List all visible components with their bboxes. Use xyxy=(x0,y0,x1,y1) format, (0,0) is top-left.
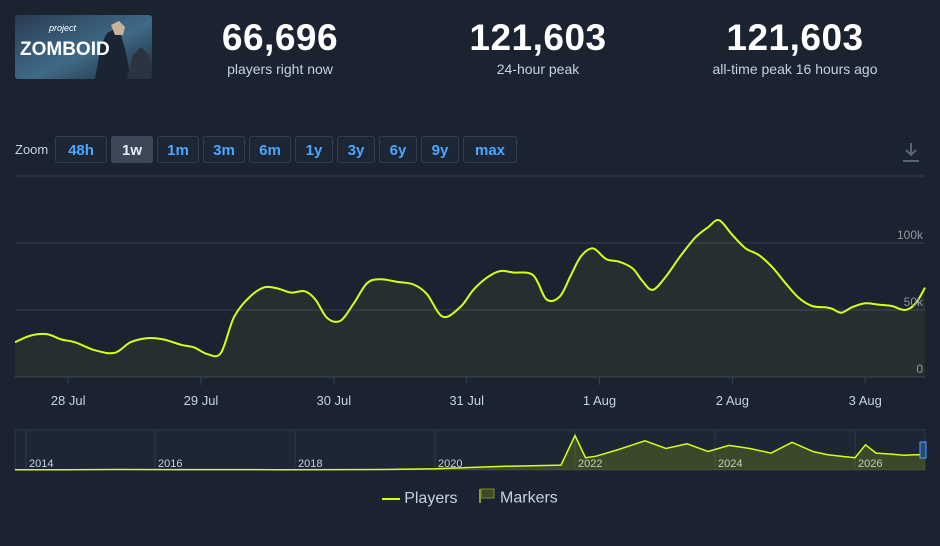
players-area xyxy=(15,219,925,377)
zoom-3m-button[interactable]: 3m xyxy=(203,136,245,163)
y-tick-label: 100k xyxy=(897,228,924,242)
zoom-label: Zoom xyxy=(15,142,49,157)
legend-item-markers[interactable]: Markers xyxy=(478,488,558,509)
x-tick-label: 29 Jul xyxy=(184,393,219,408)
navigator-handle[interactable] xyxy=(919,441,927,459)
navigator-year-label: 2022 xyxy=(578,458,602,470)
navigator-year-label: 2024 xyxy=(718,458,742,470)
legend-item-players[interactable]: Players xyxy=(382,489,458,508)
legend: Players Markers xyxy=(0,488,940,509)
x-tick-label: 3 Aug xyxy=(849,393,882,408)
zoom-6m-button[interactable]: 6m xyxy=(249,136,291,163)
stat-value: 121,603 xyxy=(469,17,607,58)
logo-text-small: project xyxy=(48,23,77,33)
zoom-1m-button[interactable]: 1m xyxy=(157,136,199,163)
players-swatch xyxy=(382,497,401,500)
x-tick-label: 31 Jul xyxy=(449,393,484,408)
stat-players-now: 66,696 players right now xyxy=(170,17,390,79)
player-count-chart[interactable]: 0 50k 100k 28 Jul 29 Jul 30 Jul 31 Jul 1 Aug 2 … xyxy=(0,0,940,420)
game-logo: project ZOMBOID xyxy=(15,15,152,79)
stat-label: 24-hour peak xyxy=(496,61,580,77)
navigator-line xyxy=(14,433,926,471)
navigator-year-label: 2020 xyxy=(438,458,462,470)
zoom-max-button[interactable]: max xyxy=(463,136,517,163)
y-tick-label: 50k xyxy=(904,295,924,309)
navigator-year-label: 2016 xyxy=(158,458,182,470)
navigator-chart[interactable]: 2014 2016 2018 2020 2022 2024 2026 xyxy=(0,425,940,475)
y-tick-label: 0 xyxy=(916,362,923,376)
legend-label-markers: Markers xyxy=(500,489,558,507)
navigator-year-label: 2014 xyxy=(29,458,53,470)
download-icon[interactable] xyxy=(900,140,922,164)
stat-24h-peak: 121,603 24-hour peak xyxy=(428,17,648,79)
zoom-9y-button[interactable]: 9y xyxy=(421,136,459,163)
zoom-48h-button[interactable]: 48h xyxy=(55,136,107,163)
zoom-1w-button[interactable]: 1w xyxy=(111,136,153,163)
x-tick-label: 1 Aug xyxy=(583,393,616,408)
zoom-3y-button[interactable]: 3y xyxy=(337,136,375,163)
stat-label: all-time peak 16 hours ago xyxy=(712,61,878,77)
x-tick-label: 30 Jul xyxy=(316,393,351,408)
navigator-year-label: 2018 xyxy=(298,458,322,470)
x-tick-label: 2 Aug xyxy=(716,393,749,408)
navigator-area xyxy=(15,435,925,470)
stat-value: 66,696 xyxy=(221,17,339,58)
stat-all-time-peak: 121,603 all-time peak 16 hours ago xyxy=(685,17,905,79)
players-series-line xyxy=(14,219,926,358)
navigator-year-label: 2026 xyxy=(858,458,882,470)
zoom-1y-button[interactable]: 1y xyxy=(295,136,333,163)
legend-label-players: Players xyxy=(404,489,458,507)
flag-icon xyxy=(478,488,496,509)
x-tick-label: 28 Jul xyxy=(51,393,86,408)
logo-text-big: ZOMBOID xyxy=(20,39,110,60)
stat-value: 121,603 xyxy=(726,17,864,58)
stat-label: players right now xyxy=(227,61,333,77)
navigator-frame xyxy=(14,429,926,471)
zoom-6y-button[interactable]: 6y xyxy=(379,136,417,163)
